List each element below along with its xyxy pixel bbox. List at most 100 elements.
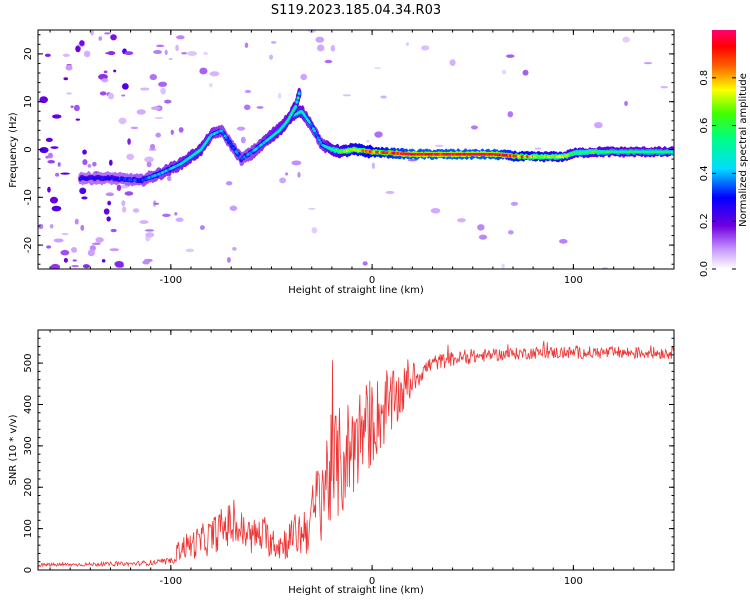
noise-blob: [178, 127, 184, 133]
noise-blob: [153, 202, 160, 205]
noise-blob: [90, 30, 94, 36]
noise-blob: [660, 85, 668, 89]
noise-blob: [53, 238, 64, 243]
noise-blob: [62, 53, 70, 57]
noise-blob: [124, 51, 134, 56]
noise-blob: [558, 239, 568, 244]
noise-blob: [145, 232, 155, 238]
noise-blob: [269, 54, 274, 60]
noise-blob: [139, 220, 149, 224]
y-tick-label: 0: [23, 146, 34, 152]
noise-blob: [232, 247, 237, 251]
noise-blob: [124, 191, 134, 196]
noise-blob: [522, 69, 529, 76]
snr-series-line: [38, 340, 674, 568]
noise-blob: [330, 44, 336, 52]
noise-blob: [502, 69, 506, 75]
noise-blob: [374, 131, 383, 138]
ridge-core: [316, 136, 320, 140]
noise-blob: [47, 152, 53, 159]
spectrogram-x-axis-label: Height of straight line (km): [288, 285, 424, 296]
ridge-core: [314, 131, 318, 135]
upper-branch-core: [296, 96, 300, 100]
noise-blob: [170, 129, 174, 135]
noise-blob: [311, 227, 318, 234]
noise-blob: [70, 105, 74, 109]
noise-blob: [80, 224, 85, 231]
noise-blob: [99, 91, 107, 96]
noise-blob: [501, 263, 505, 269]
upper-branch-core: [294, 105, 298, 108]
noise-blob: [107, 51, 116, 56]
noise-blob: [107, 200, 112, 206]
upper-branch-core: [289, 113, 293, 117]
noise-blob: [506, 54, 515, 58]
noise-blob: [164, 49, 168, 56]
noise-blob: [243, 104, 251, 111]
noise-blob: [316, 44, 325, 52]
noise-blob: [60, 249, 70, 256]
spectrogram-y-ticks: -20 -10 0 10 20: [23, 34, 674, 265]
upper-branch-core: [286, 117, 290, 121]
noise-blob: [285, 172, 289, 176]
upper-branch-core: [288, 115, 291, 119]
noise-blob: [162, 213, 171, 218]
noise-blob: [39, 146, 49, 154]
noise-blob: [126, 153, 135, 161]
colorbar-tick-label: 0.6: [699, 118, 710, 134]
noise-blob: [91, 242, 101, 246]
noise-blob: [52, 114, 62, 119]
noise-blob: [75, 45, 81, 53]
noise-blob: [324, 59, 333, 64]
noise-blob: [421, 45, 430, 51]
noise-blob: [622, 36, 630, 43]
noise-blob: [477, 224, 485, 231]
noise-blob: [121, 83, 129, 90]
noise-blob: [366, 139, 370, 143]
noise-blob: [63, 77, 69, 81]
snr-x-ticks: -100 0 100: [49, 330, 675, 587]
y-tick-label: -10: [23, 189, 34, 205]
noise-blob: [187, 51, 198, 56]
noise-blob: [79, 187, 87, 195]
snr-panel: -100 0 100 0 100 200 300 400 500 Height of stra…: [8, 329, 675, 596]
ridge-core: [311, 127, 315, 131]
noise-blob: [132, 208, 140, 213]
noise-blob: [154, 117, 164, 120]
noise-blob: [342, 94, 352, 97]
noise-blob: [226, 257, 231, 263]
x-tick-label: -100: [159, 275, 182, 286]
noise-blob: [174, 212, 178, 216]
x-tick-label: 0: [369, 275, 375, 286]
colorbar-tick-label: 0.0: [699, 261, 710, 277]
noise-blob: [199, 67, 208, 75]
y-tick-label: -20: [23, 237, 34, 253]
noise-blob: [146, 161, 152, 168]
noise-blob: [362, 261, 368, 266]
noise-blob: [149, 143, 156, 150]
noise-blob: [297, 171, 301, 178]
noise-blob: [105, 192, 115, 197]
noise-blob: [75, 118, 80, 121]
noise-blob: [61, 233, 69, 236]
noise-blob: [164, 99, 172, 104]
noise-blob: [168, 58, 173, 61]
noise-blob: [300, 73, 308, 81]
y-tick-label: 0: [23, 567, 34, 573]
noise-blob: [73, 104, 80, 112]
noise-blob: [199, 225, 205, 230]
ridge-core: [315, 134, 319, 137]
upper-branch-core: [290, 111, 294, 115]
noise-blob: [150, 106, 161, 111]
colorbar-gradient: [712, 30, 736, 269]
noise-blob: [81, 196, 88, 200]
noise-blob: [149, 73, 158, 81]
snr-frame: [37, 329, 675, 571]
noise-blob: [176, 35, 185, 40]
noise-blob: [507, 230, 514, 235]
noise-blob: [315, 36, 325, 43]
noise-blob: [209, 71, 220, 77]
noise-blob: [594, 121, 603, 129]
noise-blob: [140, 87, 150, 91]
